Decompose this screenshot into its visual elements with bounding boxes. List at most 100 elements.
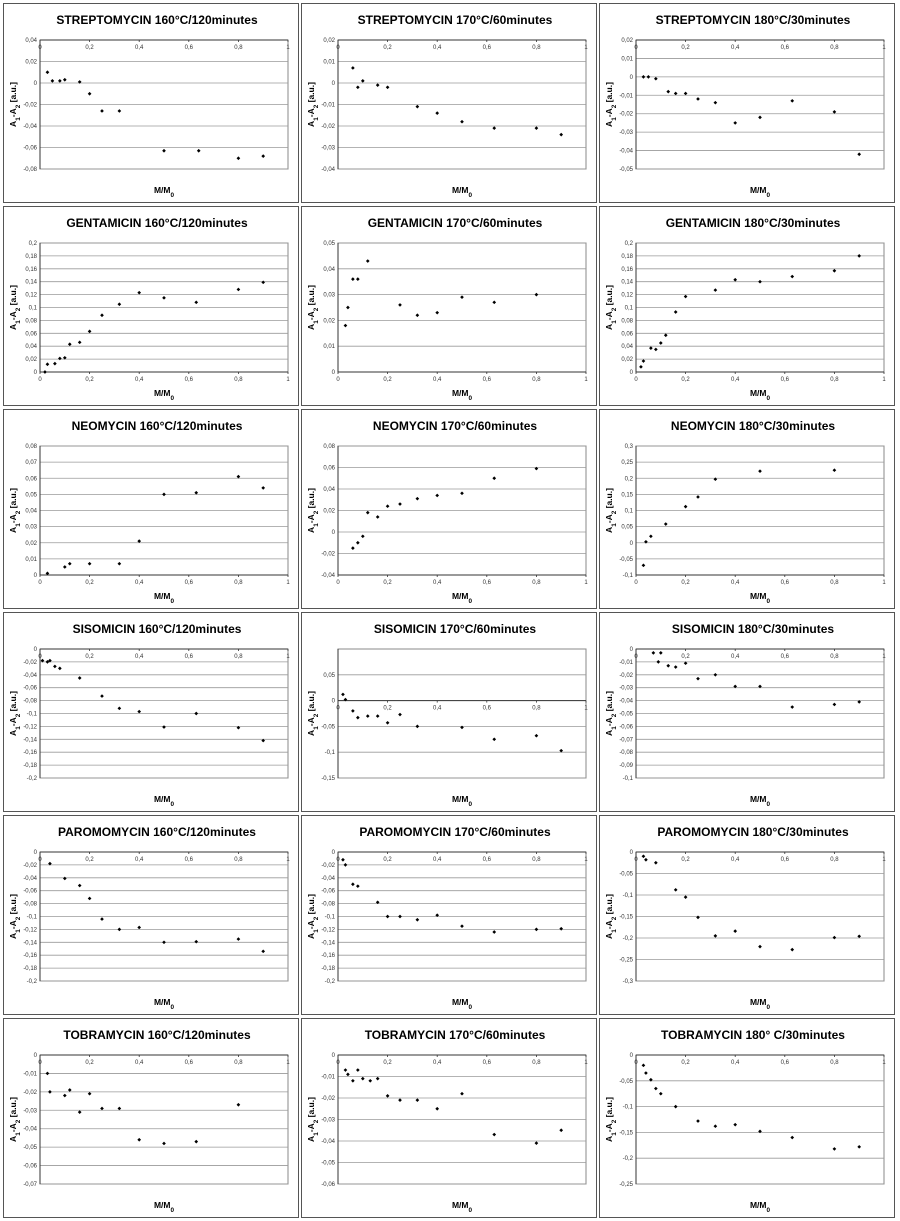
y-tick-label: -0,06: [23, 889, 37, 895]
data-point: [137, 290, 142, 295]
x-tick-label: 0,8: [234, 45, 243, 51]
x-tick-label: 0: [336, 706, 340, 712]
y-tick-label: 0,01: [25, 557, 37, 563]
y-tick-label: 0,14: [25, 280, 37, 286]
data-point: [683, 504, 688, 509]
y-tick-label: -0,15: [321, 776, 335, 782]
data-point: [137, 925, 142, 930]
x-tick-label: 0,4: [135, 580, 144, 586]
data-point: [351, 709, 355, 713]
data-point: [162, 295, 166, 300]
data-point: [534, 292, 539, 297]
y-tick-label: -0,1: [623, 776, 634, 782]
data-point: [857, 700, 862, 704]
x-tick-label: 0: [634, 377, 638, 383]
x-tick-label: 0,8: [234, 857, 243, 863]
y-tick-label: 0,01: [323, 60, 335, 66]
data-point: [45, 660, 50, 664]
chart-panel-5: GENTAMICIN 170°C/60minutes 0 0,01 0,02 0,03 0…: [301, 206, 597, 406]
data-point: [398, 303, 402, 307]
x-tick-label: 0,4: [135, 377, 144, 383]
y-tick-label: -0,05: [321, 1161, 335, 1167]
y-tick-label: 0,1: [29, 306, 38, 312]
y-tick-label: -0,05: [619, 557, 633, 563]
x-tick-label: 0: [634, 580, 638, 586]
y-tick-label: -0,1: [27, 915, 38, 921]
x-tick-label: 1: [882, 580, 886, 586]
chart-panel-8: NEOMYCIN 170°C/60minutes -0,04 -0,02 0 0,02 0…: [301, 409, 597, 609]
x-tick-label: 0,8: [830, 45, 839, 51]
x-tick-label: 0,4: [433, 580, 442, 586]
y-tick-label: 0: [332, 699, 336, 705]
x-axis-label: M/M0: [750, 591, 771, 605]
y-tick-label: 0,08: [25, 318, 37, 324]
chart-title: TOBRAMYCIN 170°C/60minutes: [365, 1028, 546, 1042]
chart-title: NEOMYCIN 170°C/60minutes: [373, 419, 538, 433]
data-point: [77, 676, 82, 680]
y-tick-label: -0,02: [321, 863, 335, 869]
data-point: [67, 1088, 72, 1092]
x-tick-label: 0: [336, 580, 340, 586]
data-point: [415, 496, 420, 501]
data-point: [415, 724, 420, 729]
y-tick-label: -0,06: [321, 1182, 335, 1188]
x-tick-label: 0,4: [731, 45, 740, 51]
y-tick-label: 0: [630, 1053, 634, 1059]
chart-panel-14: PAROMOMYCIN 170°C/60minutes -0,2 -0,18 -0,1…: [301, 815, 597, 1015]
x-axis-label: M/M0: [750, 794, 771, 808]
x-tick-label: 0,4: [135, 1060, 144, 1066]
y-tick-label: -0,04: [23, 124, 37, 130]
data-point: [534, 733, 539, 738]
x-tick-label: 1: [882, 45, 886, 51]
x-tick-label: 0,2: [85, 654, 94, 660]
x-tick-label: 0,2: [383, 857, 392, 863]
data-point: [639, 365, 643, 369]
x-tick-label: 0: [634, 654, 638, 660]
x-tick-label: 0,6: [185, 377, 194, 383]
data-point: [343, 863, 348, 867]
chart-panel-1: STREPTOMYCIN 160°C/120minutes -0,08 -0,06 -…: [3, 3, 299, 203]
y-tick-label: 0,06: [323, 466, 335, 472]
data-point: [375, 714, 380, 718]
y-tick-label: 0,01: [621, 56, 633, 62]
y-tick-label: 0,12: [25, 293, 37, 299]
y-tick-label: -0,12: [23, 724, 37, 730]
y-tick-label: 0: [332, 81, 336, 87]
data-point: [492, 126, 497, 130]
y-tick-label: 0,12: [621, 293, 633, 299]
y-tick-label: 0,16: [621, 267, 633, 273]
y-tick-label: 0,02: [621, 38, 633, 44]
y-tick-label: -0,16: [321, 953, 335, 959]
x-tick-label: 1: [286, 654, 290, 660]
data-point: [58, 666, 62, 671]
y-tick-label: -0,14: [321, 940, 335, 946]
y-tick-label: -0,04: [321, 167, 335, 173]
x-tick-label: 0,8: [830, 857, 839, 863]
x-tick-label: 0,4: [433, 45, 442, 51]
data-point: [832, 268, 837, 273]
y-tick-label: -0,05: [321, 724, 335, 730]
data-point: [673, 888, 678, 892]
data-point: [758, 944, 762, 949]
data-point: [435, 1106, 440, 1111]
data-point: [385, 720, 390, 725]
x-tick-label: 0: [336, 1060, 340, 1066]
x-tick-label: 0,6: [781, 654, 790, 660]
y-tick-label: -0,06: [321, 889, 335, 895]
chart-panel-12: SISOMICIN 180°C/30minutes -0,1 -0,09 -0,08 -…: [599, 612, 895, 812]
y-tick-label: 0,04: [323, 487, 335, 493]
y-tick-label: 0,04: [621, 344, 633, 350]
y-tick-label: -0,03: [321, 146, 335, 152]
chart-title: STREPTOMYCIN 170°C/60minutes: [358, 13, 553, 27]
data-point: [62, 77, 67, 82]
y-tick-label: 0: [332, 530, 336, 536]
y-tick-label: -0,04: [23, 1127, 37, 1133]
y-tick-label: -0,05: [619, 872, 633, 878]
x-tick-label: 0,6: [185, 857, 194, 863]
y-tick-label: 0,16: [25, 267, 37, 273]
y-axis-label: A1-A2 [a.u.]: [306, 488, 320, 533]
data-point: [162, 492, 166, 497]
data-point: [67, 342, 72, 347]
x-tick-label: 1: [286, 580, 290, 586]
y-tick-label: -0,25: [619, 958, 633, 964]
